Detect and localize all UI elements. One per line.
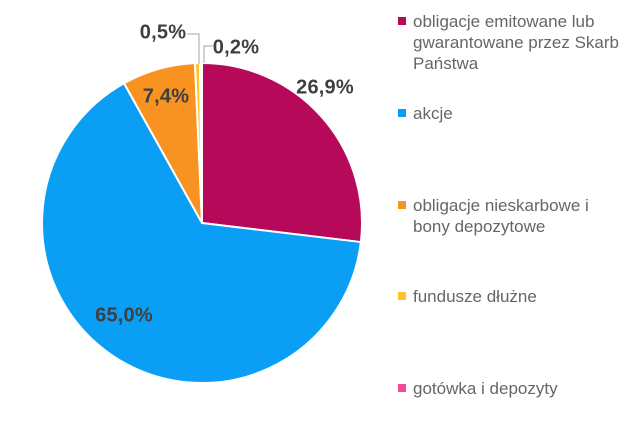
legend-item-fundusze-dluzne: fundusze dłużne xyxy=(398,286,628,307)
slice-label-obligacje-nieskarbowe: 7,4% xyxy=(142,85,190,108)
legend-swatch-obligacje-nieskarbowe xyxy=(398,201,406,209)
legend-swatch-gotowka-depozyty xyxy=(398,384,406,392)
legend-item-obligacje-skarbowe: obligacje emitowane lub gwarantowane prz… xyxy=(398,11,628,74)
legend-item-gotowka-depozyty: gotówka i depozyty xyxy=(398,378,628,399)
pie-slice-gotowka-depozyty xyxy=(198,61,203,224)
leader-line-fundusze-dluzne xyxy=(187,33,200,64)
slice-label-gotowka-depozyty: 0,2% xyxy=(212,36,260,59)
pie-slice-akcje xyxy=(41,82,362,385)
slice-label-akcje: 65,0% xyxy=(95,304,153,327)
legend-item-obligacje-nieskarbowe: obligacje nieskarbowe i bony depozytowe xyxy=(398,195,628,237)
legend-label-obligacje-skarbowe: obligacje emitowane lub gwarantowane prz… xyxy=(413,12,620,73)
legend-label-akcje: akcje xyxy=(413,104,453,123)
slice-label-fundusze-dluzne: 0,5% xyxy=(139,21,187,44)
pie-slice-obligacje-skarbowe xyxy=(201,62,363,244)
legend-swatch-fundusze-dluzne xyxy=(398,292,406,300)
slice-label-obligacje-skarbowe: 26,9% xyxy=(296,76,354,99)
legend-label-gotowka-depozyty: gotówka i depozyty xyxy=(413,379,558,398)
legend-item-akcje: akcje xyxy=(398,103,628,124)
legend-swatch-obligacje-skarbowe xyxy=(398,17,406,25)
legend-label-fundusze-dluzne: fundusze dłużne xyxy=(413,287,537,306)
legend-label-obligacje-nieskarbowe: obligacje nieskarbowe i bony depozytowe xyxy=(413,196,589,236)
leader-line-gotowka-depozyty xyxy=(203,45,213,63)
legend-swatch-akcje xyxy=(398,109,406,117)
